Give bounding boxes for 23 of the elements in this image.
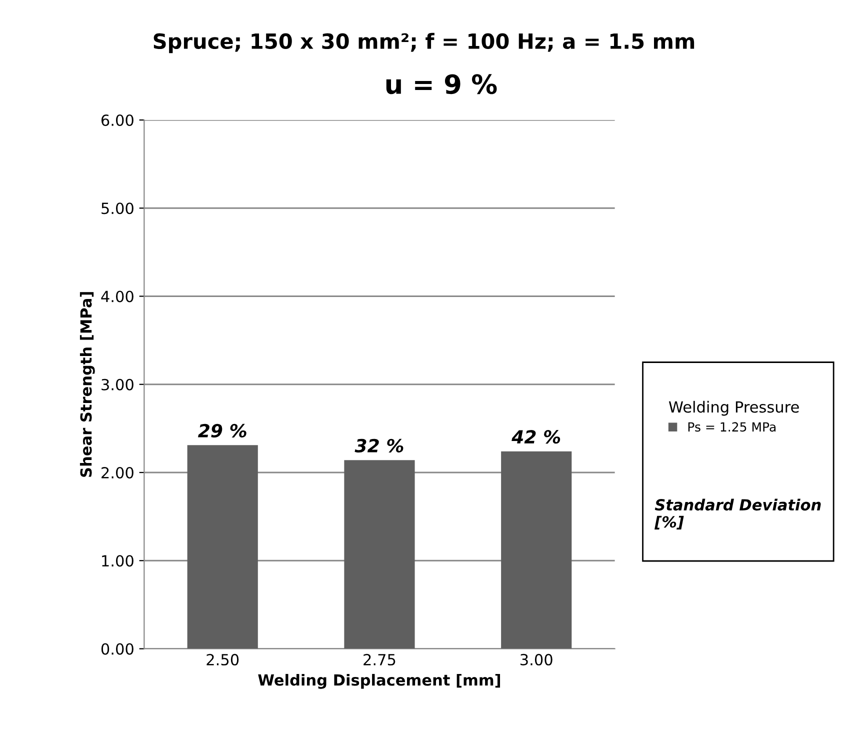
bar <box>187 445 258 649</box>
y-tick-label: 3.00 <box>102 378 134 390</box>
annotation: 29 % <box>198 424 246 438</box>
chart-title: Spruce; 150 x 30 mm²; f = 100 Hz; a = 1.5 mm <box>154 32 694 54</box>
annotation: 42 % <box>512 430 560 444</box>
x-tick-label: 3.00 <box>520 654 552 666</box>
bar <box>344 460 415 649</box>
legend-label: Ps = 1.25 MPa <box>688 422 776 432</box>
x-tick-label: 2.50 <box>206 654 239 666</box>
text: Standard Deviation [%] <box>654 498 821 530</box>
y-axis-title: Shear Strength [MPa] <box>80 292 95 477</box>
y-tick-label: 4.00 <box>101 290 134 302</box>
bar <box>501 451 572 649</box>
y-tick-label: 5.00 <box>102 202 134 214</box>
x-tick-label: 2.75 <box>364 654 396 666</box>
y-tick-label: 0.00 <box>101 643 134 655</box>
y-tick-label: 1.00 <box>102 555 134 567</box>
annotation: 32 % <box>354 438 404 452</box>
legend-title: Welding Pressure <box>668 400 799 416</box>
y-tick-label: 6.00 <box>101 114 134 126</box>
y-tick-label: 2.00 <box>102 466 134 479</box>
chart-subtitle: u = 9 % <box>386 74 497 94</box>
x-axis-title: Welding Displacement [mm] <box>258 674 500 689</box>
